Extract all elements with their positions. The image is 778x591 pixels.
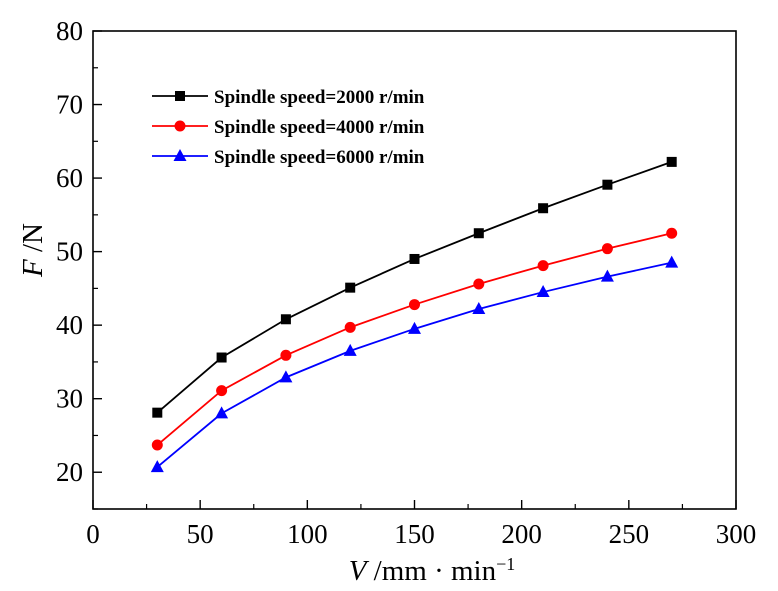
legend-label: Spindle speed=6000 r/min (214, 147, 425, 168)
data-point (216, 352, 227, 363)
x-tick-label: 250 (609, 519, 650, 549)
data-point (409, 299, 420, 311)
series-3 (150, 255, 679, 473)
x-tick-label: 200 (501, 519, 542, 549)
data-point (473, 228, 484, 239)
y-tick-label: 60 (56, 163, 83, 193)
data-point (472, 301, 486, 314)
y-tick-label: 30 (56, 384, 83, 414)
data-point (345, 282, 356, 293)
y-axis-title: F /N (17, 223, 49, 278)
data-point (600, 269, 614, 282)
legend-label: Spindle speed=2000 r/min (214, 87, 425, 108)
series-2 (151, 227, 678, 451)
legend-entry-3: Spindle speed=6000 r/min (152, 147, 425, 168)
x-tick-label: 300 (716, 519, 757, 549)
data-point (536, 285, 550, 298)
axes: 0 50 100 150 200 250 300 20 30 40 50 60 70 80 (56, 16, 756, 549)
legend-marker (174, 120, 186, 132)
data-point (344, 321, 356, 333)
data-point (666, 227, 678, 239)
data-point (215, 406, 229, 419)
x-axis-unit: /mm · min (366, 555, 496, 587)
series-1 (152, 156, 677, 418)
x-axis-title: V /mm · min−1 (349, 554, 516, 587)
y-axis-unit: /N (17, 223, 49, 259)
y-tick-label: 70 (56, 90, 83, 120)
data-point (343, 343, 357, 356)
legend-marker (175, 91, 185, 101)
y-tick-label: 40 (56, 310, 83, 340)
data-point (409, 253, 420, 264)
x-tick-label: 150 (394, 519, 435, 549)
x-tick-label: 100 (287, 519, 328, 549)
legend-entry-2: Spindle speed=4000 r/min (152, 117, 425, 138)
data-point (602, 179, 613, 190)
data-point (473, 278, 485, 290)
data-point (151, 439, 163, 451)
legend-entry-1: Spindle speed=2000 r/min (152, 87, 425, 108)
x-axis-symbol: V (349, 555, 370, 587)
legend-label: Spindle speed=4000 r/min (214, 117, 425, 138)
data-point (601, 243, 613, 255)
y-axis-symbol: F (17, 259, 49, 278)
y-tick-label: 80 (56, 16, 83, 46)
legend: Spindle speed=2000 r/min Spindle speed=40… (152, 87, 425, 168)
data-point (280, 314, 291, 325)
data-point (408, 321, 421, 334)
data-point (216, 385, 228, 397)
legend-marker (173, 149, 187, 161)
data-point (537, 260, 549, 272)
data-point (538, 203, 549, 214)
data-point (279, 370, 293, 383)
data-point (666, 156, 677, 167)
y-tick-label: 50 (56, 237, 83, 267)
x-tick-label: 0 (86, 519, 100, 549)
y-tick-label: 20 (56, 457, 83, 487)
x-axis-unit-exponent: −1 (496, 554, 515, 574)
series-layer (150, 156, 679, 473)
data-point (152, 407, 163, 418)
data-point (280, 349, 292, 361)
x-tick-label: 50 (187, 519, 214, 549)
data-point (150, 460, 164, 473)
data-point (665, 255, 679, 268)
